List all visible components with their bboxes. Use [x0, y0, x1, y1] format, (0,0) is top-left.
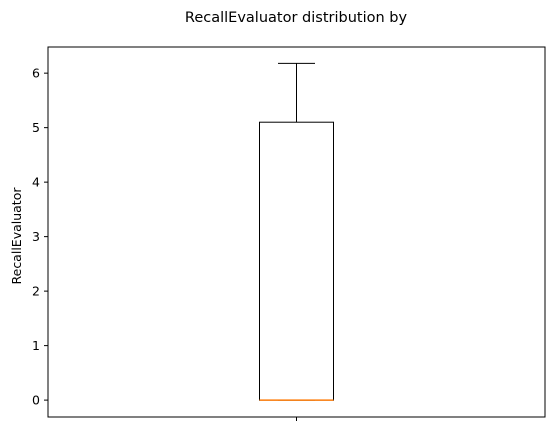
axes-frame: [47, 46, 546, 418]
box-0: [259, 121, 334, 401]
y-tick-label-6: 6: [32, 66, 40, 81]
y-tick-label-0: 0: [32, 393, 40, 408]
y-tick-label-1: 1: [32, 338, 40, 353]
plot-area: 0 1 2 3 4 5 6: [32, 46, 546, 421]
y-axis-label: RecallEvaluator: [9, 187, 24, 285]
chart-title: RecallEvaluator distribution by: [185, 10, 408, 26]
y-tick-label-2: 2: [32, 284, 40, 299]
y-tick-label-3: 3: [32, 229, 40, 244]
y-tick-label-4: 4: [32, 175, 40, 190]
y-tick-label-5: 5: [32, 120, 40, 135]
